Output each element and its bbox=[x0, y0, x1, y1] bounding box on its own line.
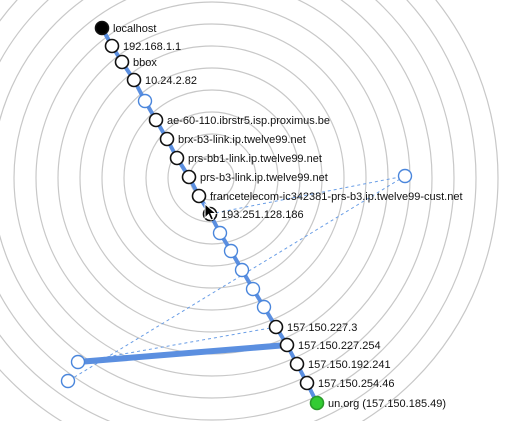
hop-node[interactable] bbox=[299, 375, 315, 391]
distance-ring bbox=[123, 89, 301, 267]
alternate-route-link bbox=[75, 342, 290, 365]
hop-node[interactable] bbox=[268, 319, 284, 335]
hop-label: 157.150.192.241 bbox=[308, 359, 391, 371]
hop-node[interactable] bbox=[126, 72, 142, 88]
hop-label: un.org (157.150.185.49) bbox=[328, 398, 446, 410]
hop-10[interactable]: 193.251.128.186 bbox=[202, 206, 304, 222]
alternate-hop-node[interactable] bbox=[397, 168, 413, 184]
hop-18[interactable]: 157.150.192.241 bbox=[289, 356, 391, 372]
alternate-hop-node[interactable] bbox=[70, 354, 86, 370]
hop-20[interactable]: un.org (157.150.185.49) bbox=[309, 395, 447, 411]
hop-label: 193.251.128.186 bbox=[221, 209, 304, 221]
distance-ring bbox=[0, 0, 499, 421]
hop-1[interactable]: 192.168.1.1 bbox=[104, 38, 182, 54]
hop-label: prs-b3-link.ip.twelve99.net bbox=[200, 172, 328, 184]
distance-ring bbox=[101, 67, 323, 289]
hop-label: brx-b3-link.ip.twelve99.net bbox=[178, 134, 306, 146]
hop-node[interactable] bbox=[169, 150, 185, 166]
hop-label: ae-60-110.ibrstr5.isp.proximus.be bbox=[167, 115, 330, 127]
hop-node[interactable] bbox=[279, 337, 295, 353]
distance-ring bbox=[13, 0, 411, 377]
distance-ring bbox=[0, 0, 455, 421]
mouse-pointer-icon bbox=[204, 202, 218, 221]
hop-12[interactable] bbox=[223, 243, 239, 259]
hop-0[interactable]: localhost bbox=[94, 20, 157, 36]
distance-ring bbox=[145, 111, 279, 245]
hop-label: francetelecom-ic342381-prs-b3.ip.twelve9… bbox=[210, 191, 463, 203]
hop-label: 10.24.2.82 bbox=[145, 75, 197, 87]
hop-node[interactable] bbox=[114, 54, 130, 70]
hop-label: 157.150.227.254 bbox=[298, 340, 381, 352]
hop-11[interactable] bbox=[212, 225, 228, 241]
hop-node[interactable] bbox=[234, 262, 250, 278]
hop-node[interactable] bbox=[212, 225, 228, 241]
hop-node[interactable] bbox=[137, 93, 153, 109]
hop-4[interactable] bbox=[137, 93, 153, 109]
hop-8[interactable]: prs-b3-link.ip.twelve99.net bbox=[181, 169, 328, 185]
hop-node[interactable] bbox=[159, 131, 175, 147]
hop-node[interactable] bbox=[148, 112, 164, 128]
distance-ring bbox=[57, 23, 367, 333]
hop-3[interactable]: 10.24.2.82 bbox=[126, 72, 198, 88]
hop-13[interactable] bbox=[234, 262, 250, 278]
distance-ring bbox=[0, 0, 477, 421]
alternate-hop-node[interactable] bbox=[60, 373, 76, 389]
hop-16[interactable]: 157.150.227.3 bbox=[268, 319, 358, 335]
hop-2[interactable]: bbox bbox=[114, 54, 158, 70]
hop-label: bbox bbox=[133, 57, 157, 69]
hop-node[interactable] bbox=[309, 395, 325, 411]
hop-7[interactable]: prs-bb1-link.ip.twelve99.net bbox=[169, 150, 322, 166]
hop-label: prs-bb1-link.ip.twelve99.net bbox=[188, 153, 322, 165]
hop-node[interactable] bbox=[223, 243, 239, 259]
hop-label: 157.150.254.46 bbox=[318, 378, 394, 390]
distance-ring bbox=[79, 45, 345, 311]
hop-node[interactable] bbox=[289, 356, 305, 372]
hop-label: 157.150.227.3 bbox=[287, 322, 357, 334]
hop-15[interactable] bbox=[256, 299, 272, 315]
route-hops: localhost 192.168.1.1 bbox 10.24.2.82 ae-60-… bbox=[60, 20, 463, 411]
hop-node[interactable] bbox=[191, 188, 207, 204]
hop-19[interactable]: 157.150.254.46 bbox=[299, 375, 395, 391]
hop-node[interactable] bbox=[245, 281, 261, 297]
distance-ring bbox=[0, 0, 433, 399]
hop-node[interactable] bbox=[181, 169, 197, 185]
hop-17[interactable]: 157.150.227.254 bbox=[279, 337, 381, 353]
hop-node[interactable] bbox=[104, 38, 120, 54]
hop-label: 192.168.1.1 bbox=[123, 41, 181, 53]
hop-9[interactable]: francetelecom-ic342381-prs-b3.ip.twelve9… bbox=[191, 188, 463, 204]
hop-6[interactable]: brx-b3-link.ip.twelve99.net bbox=[159, 131, 306, 147]
hop-node[interactable] bbox=[256, 299, 272, 315]
hop-label: localhost bbox=[113, 23, 156, 35]
hop-node[interactable] bbox=[94, 20, 110, 36]
hop-14[interactable] bbox=[245, 281, 261, 297]
hop-5[interactable]: ae-60-110.ibrstr5.isp.proximus.be bbox=[148, 112, 331, 128]
